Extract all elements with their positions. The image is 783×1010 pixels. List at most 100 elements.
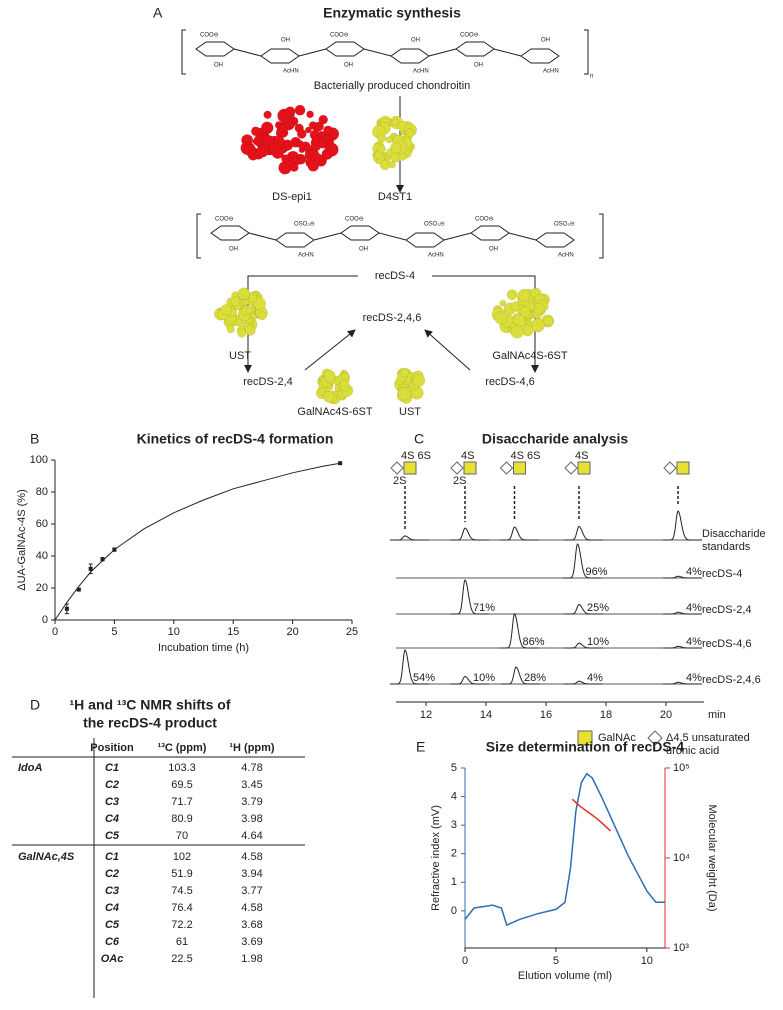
protein-atom [530, 318, 545, 333]
table-cell: C2 [105, 868, 119, 880]
legend-swatch [647, 730, 663, 746]
enzyme-label: GalNAc4S-6ST [492, 350, 567, 362]
product-label: recDS-4,6 [485, 376, 535, 388]
x-tick-label: 18 [600, 709, 612, 721]
peak [450, 675, 489, 685]
sugar-ring [405, 232, 445, 248]
peak-label: 4% [587, 672, 603, 684]
protein-atom [506, 289, 518, 301]
substrate-label: Bacterially produced chondroitin [314, 80, 471, 92]
peak [562, 543, 602, 579]
ring-label: COO⊖ [330, 33, 349, 39]
table-cell: C6 [105, 936, 120, 948]
galnac-glyph [463, 461, 477, 475]
peak [390, 649, 429, 685]
peak [501, 666, 540, 685]
sugar-ring [470, 225, 510, 241]
table-cell: 3.45 [241, 779, 262, 791]
glycosidic-bond [313, 232, 342, 241]
peak [450, 527, 489, 541]
protein-atom [235, 318, 244, 327]
table-cell: C5 [105, 830, 120, 842]
glycosidic-bond [378, 232, 407, 241]
protein-atom [376, 144, 386, 154]
trace [571, 798, 612, 832]
glycosidic-bond [508, 232, 537, 241]
sulfation-label: 2S [453, 475, 466, 487]
y-tick-label: 2 [451, 848, 457, 860]
peak-label: 71% [473, 602, 495, 614]
arrow [424, 329, 471, 371]
ring-label: COO⊖ [460, 33, 479, 39]
x-axis-label: Elution volume (ml) [518, 970, 612, 982]
protein-atom [305, 126, 312, 134]
peak [450, 579, 489, 615]
protein-atom [237, 287, 251, 300]
protein-atom [294, 104, 306, 116]
peak-label: 28% [524, 672, 546, 684]
data-point [64, 606, 69, 611]
repeat-label: n [590, 74, 593, 80]
ring-label: OH [411, 38, 420, 44]
table-cell: 3.98 [241, 813, 262, 825]
peak-label: 10% [473, 672, 495, 684]
peak-label: 86% [523, 636, 545, 648]
sugar-ring [535, 232, 575, 248]
table-cell: 3.68 [241, 919, 262, 931]
y-axis-label: Refractive index (mV) [430, 805, 442, 911]
protein-atom [291, 156, 299, 164]
protein-atom [247, 149, 259, 161]
ring-label: OSO₃⊖ [424, 222, 445, 228]
protein-atom [390, 142, 402, 154]
chart-title: Kinetics of recDS-4 formation [137, 431, 334, 447]
ring-label: OH [344, 63, 353, 69]
peak [663, 611, 702, 615]
legend-text: GalNAc [598, 732, 636, 744]
panel-letter: A [153, 5, 163, 21]
x-unit: min [708, 709, 726, 721]
legend-text: Disaccharide [702, 528, 766, 540]
peak [499, 613, 539, 649]
x-tick-label: 0 [52, 626, 58, 638]
y2-tick-label: 10⁴ [673, 852, 690, 864]
y-tick-label: 0 [42, 614, 48, 626]
protein-atom [318, 114, 328, 125]
table-cell: 51.9 [171, 868, 192, 880]
trace [464, 772, 665, 927]
protein-atom [323, 369, 336, 383]
table-cell: C4 [105, 813, 119, 825]
table-title: ¹H and ¹³C NMR shifts of [70, 697, 231, 713]
ring-label: AcHN [413, 69, 429, 75]
x-tick-label: 5 [111, 626, 117, 638]
legend-text: Δ4,5 unsaturated [666, 732, 750, 744]
product-label: recDS-2,4,6 [363, 312, 422, 324]
enzyme-label: GalNAc4S-6ST [297, 406, 372, 418]
table-cell: 3.77 [241, 885, 262, 897]
peak-label: 10% [587, 636, 609, 648]
sulfation-label: 4S 6S [401, 450, 431, 462]
peak [663, 645, 702, 649]
protein-atom [510, 301, 520, 311]
protein [240, 104, 340, 175]
ring-label: OH [281, 38, 290, 44]
peak [564, 603, 603, 615]
protein [491, 287, 555, 339]
protein-atom [237, 328, 247, 338]
x-tick-label: 10 [168, 626, 180, 638]
protein-atom [543, 316, 554, 327]
table-header: ¹³C (ppm) [158, 742, 207, 754]
table-cell: 3.69 [241, 936, 262, 948]
panel-title: Enzymatic synthesis [323, 5, 461, 21]
protein-atom [411, 373, 426, 388]
glycosidic-bond [493, 48, 522, 57]
protein [394, 368, 426, 404]
protein-atom [271, 146, 285, 159]
protein-atom [277, 108, 292, 123]
ring-label: AcHN [428, 253, 444, 259]
legend-text: recDS-2,4,6 [702, 674, 761, 686]
protein-atom [281, 154, 291, 164]
glycosidic-bond [443, 232, 472, 241]
table-cell: 69.5 [171, 779, 192, 791]
ring-label: AcHN [298, 253, 314, 259]
